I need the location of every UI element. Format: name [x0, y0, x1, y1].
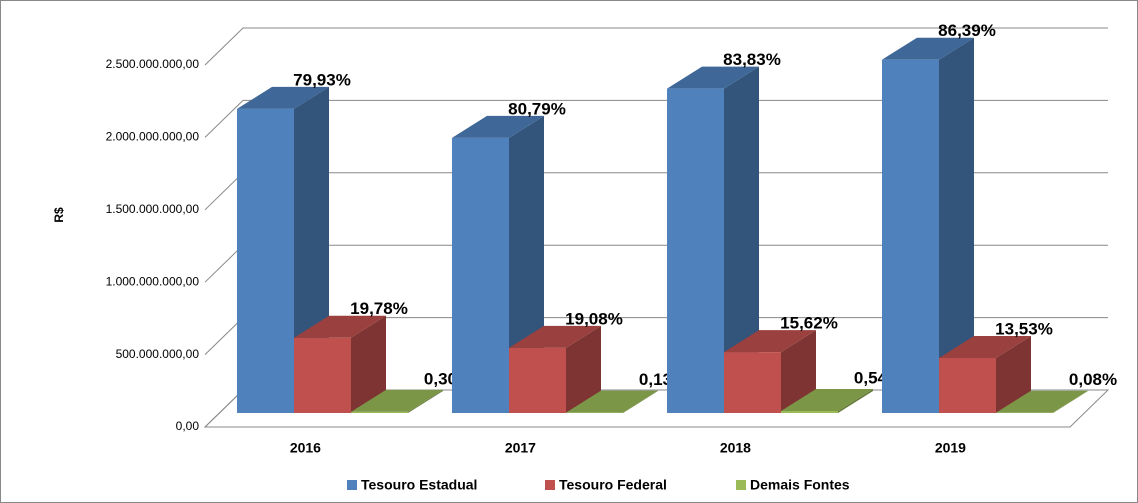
bar-face: [566, 325, 601, 413]
bar: [781, 388, 873, 413]
data-label: 15,62%: [780, 314, 838, 333]
bar-face: [509, 347, 566, 413]
bar-face: [667, 88, 724, 413]
x-tick-label: 2016: [290, 440, 321, 456]
bar-face: [939, 335, 1031, 358]
bar-face: [781, 330, 816, 413]
bar-face: [667, 66, 759, 89]
bar-face: [237, 86, 329, 109]
bar-face: [452, 137, 509, 413]
legend-swatch: [545, 480, 555, 490]
bar-face: [939, 357, 996, 413]
bar-face: [351, 389, 443, 412]
bar: [509, 325, 601, 413]
bar: [996, 390, 1088, 413]
data-label: 86,39%: [938, 21, 996, 40]
bar-face: [351, 411, 408, 413]
data-label: 0,08%: [1069, 370, 1117, 389]
bar-face: [838, 388, 873, 413]
data-label: 19,78%: [350, 299, 408, 318]
y-tick-label: 0,00: [176, 419, 200, 433]
bar: [294, 315, 386, 413]
bar: [882, 37, 974, 414]
bar-face: [452, 115, 544, 138]
x-tick-label: 2018: [720, 440, 751, 456]
legend-label: Tesouro Federal: [559, 477, 667, 493]
bar-face: [996, 390, 1088, 413]
bar-face: [566, 390, 658, 413]
bar-face: [724, 330, 816, 353]
data-label: 13,53%: [995, 319, 1053, 338]
legend-swatch: [736, 480, 746, 490]
bar-face: [1053, 390, 1088, 413]
data-label: 79,93%: [293, 70, 351, 89]
y-tick-label: 2.500.000.000,00: [106, 57, 200, 71]
y-tick-label: 500.000.000,00: [116, 347, 200, 361]
x-tick-label: 2017: [505, 440, 536, 456]
bar-face: [781, 410, 838, 413]
y-axis-label: R$: [52, 207, 66, 223]
bar-face: [882, 37, 974, 60]
y-tick-label: 2.000.000.000,00: [106, 130, 200, 144]
y-tick-label: 1.000.000.000,00: [106, 274, 200, 288]
bar-face: [882, 59, 939, 414]
bar-face: [996, 335, 1031, 413]
bar-face: [294, 337, 351, 413]
legend-swatch: [347, 480, 357, 490]
bar: [351, 389, 443, 413]
bar-face: [939, 37, 974, 414]
legend-label: Tesouro Estadual: [361, 477, 477, 493]
bar-face: [408, 389, 443, 413]
legend-label: Demais Fontes: [750, 477, 850, 493]
data-label: 83,83%: [723, 50, 781, 69]
bar-face: [724, 352, 781, 413]
y-tick-label: 1.500.000.000,00: [106, 202, 200, 216]
bar-face: [294, 315, 386, 338]
bar-face: [781, 388, 873, 411]
bar-face: [623, 390, 658, 413]
bar-face: [509, 325, 601, 348]
bar-face: [237, 108, 294, 414]
bar: [667, 66, 759, 413]
bar: [939, 335, 1031, 413]
bar: [566, 390, 658, 413]
data-label: 80,79%: [508, 99, 566, 118]
grid-line: [204, 27, 1108, 66]
x-tick-label: 2019: [935, 440, 966, 456]
bar-face: [351, 315, 386, 413]
data-label: 19,08%: [565, 309, 623, 328]
bar-face: [724, 66, 759, 413]
grid-line: [204, 99, 1108, 138]
bar: [724, 330, 816, 413]
